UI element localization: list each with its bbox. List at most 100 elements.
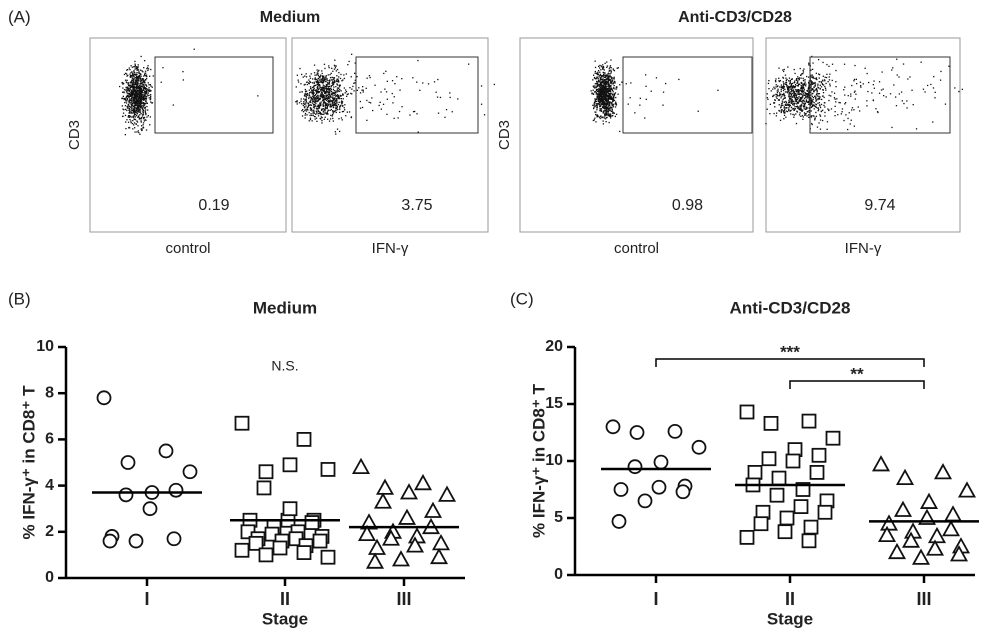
event-dot [783, 84, 784, 85]
event-dot [318, 75, 319, 76]
event-dot [126, 89, 127, 90]
event-dot [347, 64, 348, 65]
event-dot [801, 83, 802, 84]
event-dot [137, 88, 138, 89]
event-dot [337, 109, 338, 110]
event-dot [401, 78, 402, 79]
event-dot [135, 105, 136, 106]
event-dot [605, 63, 606, 64]
event-dot [332, 83, 333, 84]
event-dot [791, 79, 792, 80]
event-dot [146, 75, 147, 76]
event-dot [309, 76, 310, 77]
event-dot [774, 99, 775, 100]
event-dot [603, 120, 604, 121]
event-dot [594, 77, 595, 78]
event-dot [328, 65, 329, 66]
event-dot [785, 101, 786, 102]
event-dot [603, 76, 604, 77]
event-dot [832, 64, 833, 65]
event-dot [372, 110, 373, 111]
event-dot [793, 82, 794, 83]
event-dot [790, 113, 791, 114]
event-dot [338, 118, 339, 119]
event-dot [616, 104, 617, 105]
event-dot [795, 113, 796, 114]
event-dot [822, 95, 823, 96]
event-dot [796, 123, 797, 124]
event-dot [153, 75, 154, 76]
event-dot [330, 95, 331, 96]
event-dot [129, 74, 130, 75]
event-dot [327, 105, 328, 106]
event-dot [303, 77, 304, 78]
event-dot [142, 91, 143, 92]
event-dot [325, 79, 326, 80]
event-dot [656, 77, 657, 78]
event-dot [128, 115, 129, 116]
event-dot [785, 75, 786, 76]
event-dot [309, 95, 310, 96]
event-dot [303, 98, 304, 99]
event-dot [854, 92, 855, 93]
event-dot [337, 87, 338, 88]
event-dot [778, 110, 779, 111]
event-dot [128, 110, 129, 111]
event-dot [138, 64, 139, 65]
event-dot [786, 84, 787, 85]
event-dot [610, 59, 611, 60]
event-dot [890, 93, 891, 94]
data-point [144, 502, 157, 515]
event-dot [599, 89, 600, 90]
event-dot [138, 83, 139, 84]
event-dot [902, 100, 903, 101]
event-dot [336, 112, 337, 113]
event-dot [775, 78, 776, 79]
data-point [669, 425, 682, 438]
event-dot [385, 71, 386, 72]
event-dot [595, 100, 596, 101]
event-dot [326, 79, 327, 80]
event-dot [601, 108, 602, 109]
event-dot [789, 81, 790, 82]
event-dot [835, 106, 836, 107]
event-dot [598, 89, 599, 90]
event-dot [317, 98, 318, 99]
data-point [819, 506, 832, 519]
event-dot [898, 76, 899, 77]
event-dot [137, 68, 138, 69]
event-dot [594, 87, 595, 88]
event-dot [602, 89, 603, 90]
event-dot [818, 109, 819, 110]
event-dot [860, 85, 861, 86]
event-dot [814, 82, 815, 83]
x-tick-label: I [653, 589, 658, 609]
event-dot [604, 103, 605, 104]
event-dot [808, 97, 809, 98]
event-dot [789, 90, 790, 91]
event-dot [437, 97, 438, 98]
event-dot [173, 104, 174, 105]
event-dot [330, 118, 331, 119]
event-dot [139, 108, 140, 109]
event-dot [783, 110, 784, 111]
event-dot [335, 86, 336, 87]
event-dot [148, 95, 149, 96]
event-dot [309, 83, 310, 84]
event-dot [315, 94, 316, 95]
event-dot [600, 101, 601, 102]
event-dot [835, 111, 836, 112]
event-dot [136, 72, 137, 73]
event-dot [305, 117, 306, 118]
significance-label: ** [850, 364, 864, 383]
event-dot [817, 84, 818, 85]
event-dot [609, 73, 610, 74]
data-point [779, 525, 792, 538]
event-dot [322, 98, 323, 99]
data-point [803, 534, 816, 547]
event-dot [311, 97, 312, 98]
event-dot [362, 86, 363, 87]
event-dot [142, 86, 143, 87]
event-dot [873, 80, 874, 81]
event-dot [827, 129, 828, 130]
